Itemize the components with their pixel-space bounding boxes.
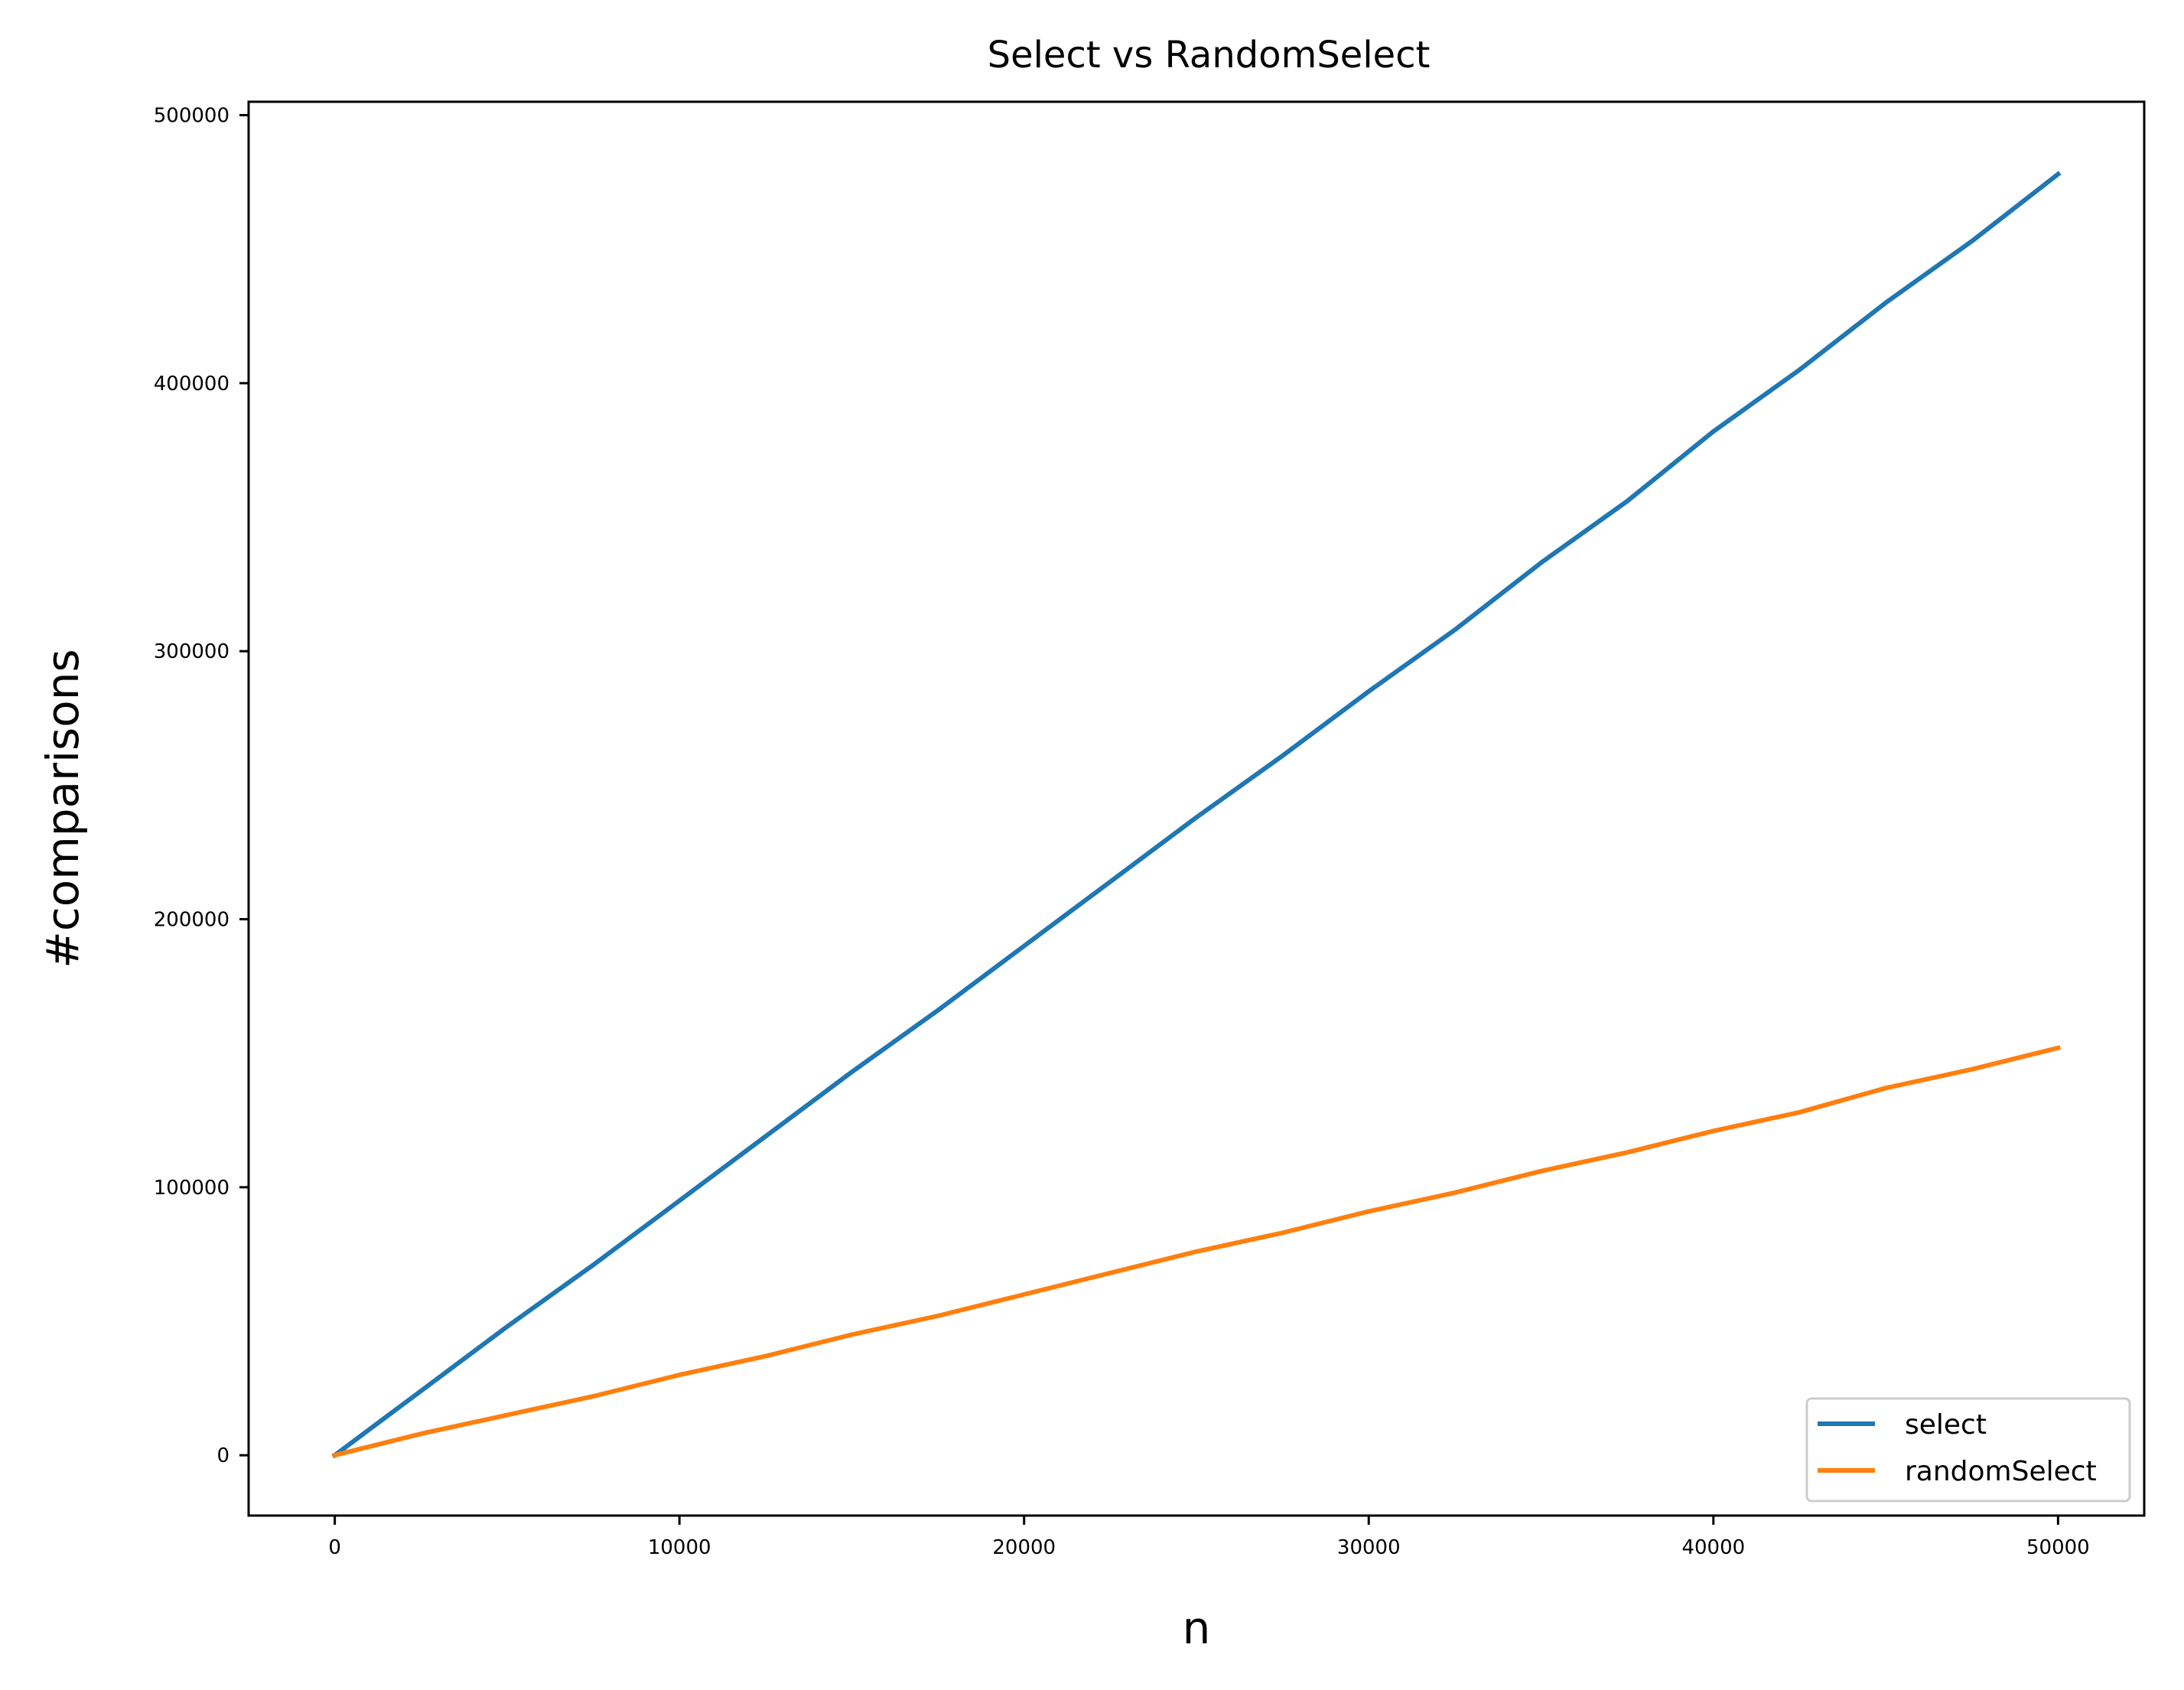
series-layer [331,171,2062,1459]
legend-label-randomselect: randomSelect [1905,1456,2097,1487]
y-tick-label: 200000 [154,909,229,932]
y-tick-label: 100000 [154,1177,229,1200]
x-tick-label: 0 [328,1536,341,1559]
x-tick-label: 30000 [1337,1536,1401,1559]
y-axis: 0 100000 200000 300000 400000 500000 [154,105,249,1467]
y-tick-label: 300000 [154,640,229,663]
legend: select randomSelect [1805,1397,2131,1503]
y-tick-label: 400000 [154,373,229,396]
x-tick-label: 20000 [992,1536,1056,1559]
x-tick-label: 10000 [648,1536,711,1559]
chart-title: Select vs RandomSelect [988,34,1431,77]
y-axis-label: #comparisons [37,649,89,968]
plot-frame [247,100,2146,1517]
series-line-randomselect [331,1045,2062,1458]
x-axis-label: n [1183,1602,1211,1654]
plot-background [249,102,2144,1516]
y-tick-label: 0 [216,1444,229,1467]
y-tick-label: 500000 [154,105,229,128]
x-tick-label: 50000 [2026,1536,2090,1559]
legend-label-select: select [1905,1409,1987,1441]
series-line-select [331,171,2062,1459]
x-tick-label: 40000 [1681,1536,1745,1559]
plot-area [247,100,2146,1517]
legend-frame [1805,1397,2131,1503]
x-axis: 0 10000 20000 30000 40000 50000 [328,1516,2090,1559]
